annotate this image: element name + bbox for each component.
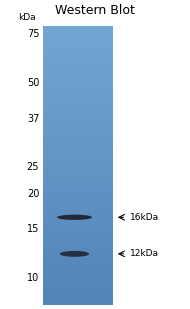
Text: 12kDa: 12kDa: [130, 249, 159, 258]
Ellipse shape: [57, 215, 92, 220]
Ellipse shape: [60, 251, 89, 257]
Text: 15: 15: [27, 224, 39, 234]
Text: 75: 75: [27, 29, 39, 39]
Text: 25: 25: [27, 162, 39, 172]
Text: 50: 50: [27, 78, 39, 88]
Text: 20: 20: [27, 189, 39, 199]
Text: 10: 10: [27, 273, 39, 283]
Text: Western Blot: Western Blot: [55, 3, 135, 16]
Text: 37: 37: [27, 114, 39, 125]
Text: 16kDa: 16kDa: [130, 213, 159, 222]
Text: kDa: kDa: [18, 13, 35, 22]
